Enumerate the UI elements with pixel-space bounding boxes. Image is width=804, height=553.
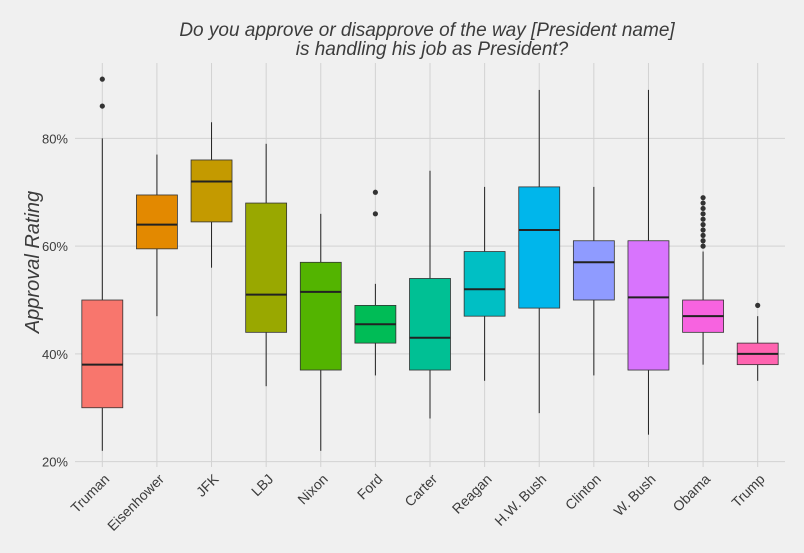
y-tick-label: 40% [42, 347, 68, 362]
box-trump [736, 302, 779, 381]
outlier-point [372, 189, 378, 195]
box-iqr [299, 261, 342, 371]
box-truman [81, 76, 124, 451]
outlier-point [700, 238, 706, 244]
outlier-point [700, 232, 706, 238]
box-lbj [245, 143, 288, 387]
y-tick-label: 20% [42, 455, 68, 470]
y-axis-label: Approval Rating [22, 191, 44, 334]
y-tick-label: 80% [42, 131, 68, 146]
outlier-point [700, 205, 706, 212]
outlier-point [755, 302, 761, 308]
box-iqr [245, 202, 288, 333]
box-iqr [627, 240, 670, 371]
y-tick-label: 60% [42, 239, 68, 254]
box-iqr [81, 299, 124, 409]
box-series [81, 76, 779, 451]
box-nixon [299, 213, 342, 451]
box-reagan [463, 186, 506, 381]
y-tick-labels: 20% 40% 60% 80% [42, 131, 68, 469]
chart-title-line-1: Do you approve or disapprove of the way … [179, 20, 675, 41]
box-iqr [518, 186, 561, 309]
box-clinton [572, 186, 615, 376]
box-w-bush [627, 89, 670, 435]
outlier-point [700, 211, 706, 217]
box-iqr [136, 194, 178, 250]
box-iqr [572, 240, 615, 301]
box-jfk [190, 122, 233, 268]
outlier-point [700, 195, 706, 201]
box-carter [409, 170, 451, 419]
outlier-point [700, 200, 706, 206]
chart-title-line-2: is handling his job as President? [296, 39, 569, 60]
box-ford [354, 189, 397, 376]
box-h-w-bush [518, 89, 561, 414]
outlier-point [700, 216, 706, 222]
box-eisenhower [136, 154, 178, 317]
outlier-point [99, 103, 105, 109]
box-obama [682, 195, 724, 365]
outlier-point [372, 211, 378, 217]
outlier-point [700, 222, 706, 228]
box-iqr [190, 159, 233, 223]
outlier-point [99, 76, 105, 82]
box-iqr [463, 251, 506, 317]
box-iqr [409, 278, 451, 371]
outlier-point [700, 227, 706, 233]
outlier-point [700, 243, 706, 249]
